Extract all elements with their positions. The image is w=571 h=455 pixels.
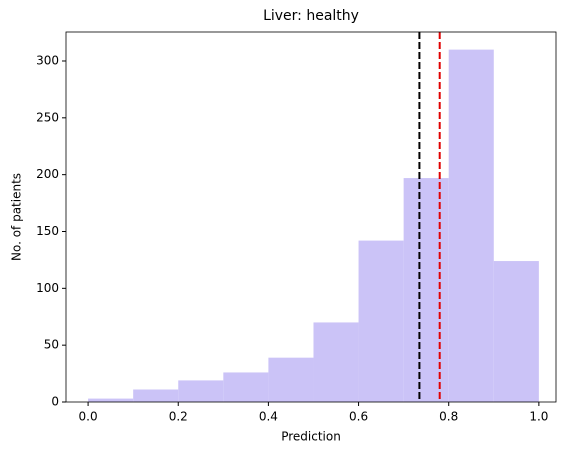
bar <box>403 178 449 402</box>
y-tick-label: 100 <box>36 281 59 295</box>
bar <box>178 380 224 402</box>
x-axis-label: Prediction <box>281 430 341 444</box>
x-tick-label: 1.0 <box>529 410 548 424</box>
y-tick-label: 250 <box>36 110 59 124</box>
bar <box>313 322 359 402</box>
y-tick-label: 50 <box>44 338 59 352</box>
bar <box>493 261 539 402</box>
x-tick-label: 0.2 <box>169 410 188 424</box>
y-tick-label: 150 <box>36 224 59 238</box>
x-tick-label: 0.8 <box>439 410 458 424</box>
bar <box>133 389 179 402</box>
bar <box>448 49 494 402</box>
x-tick-label: 0.0 <box>79 410 98 424</box>
y-tick-label: 300 <box>36 53 59 67</box>
bar <box>358 240 404 402</box>
x-tick-label: 0.6 <box>349 410 368 424</box>
chart-title: Liver: healthy <box>263 8 359 24</box>
plot-frame <box>65 31 557 403</box>
y-axis-label: No. of patients <box>10 173 24 261</box>
bar <box>88 398 134 402</box>
bar <box>223 372 269 402</box>
y-tick-label: 200 <box>36 167 59 181</box>
bar <box>268 357 314 402</box>
x-tick-label: 0.4 <box>259 410 278 424</box>
y-tick-label: 0 <box>51 395 59 409</box>
